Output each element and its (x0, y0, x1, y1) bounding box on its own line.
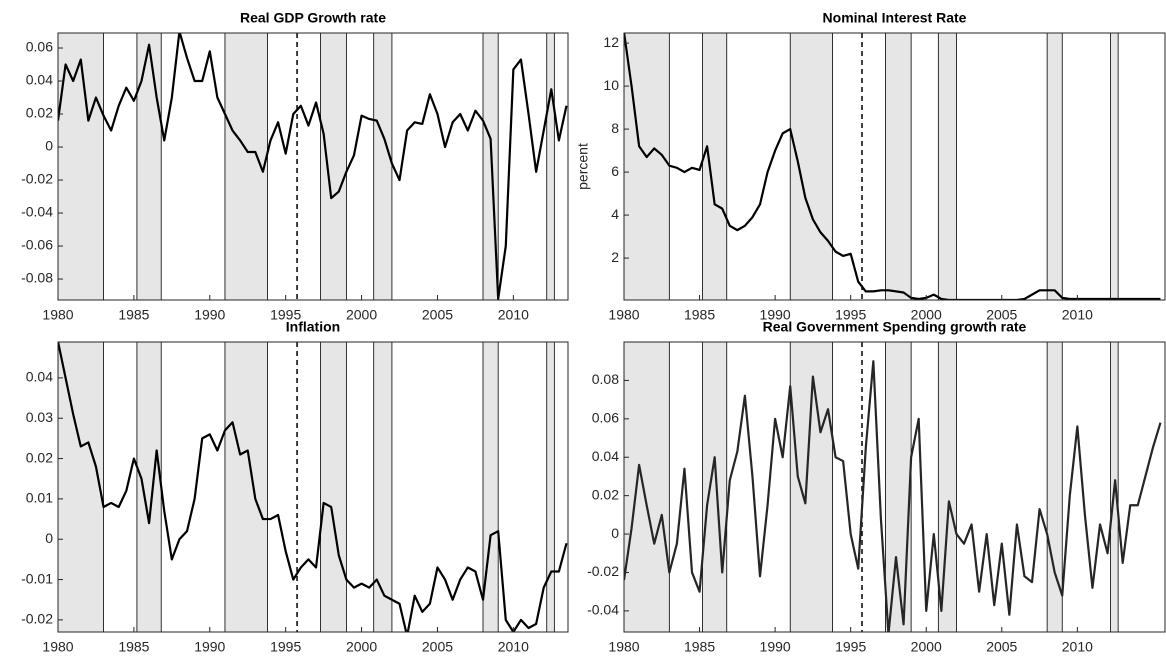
y-tick-label: 0.02 (26, 105, 53, 121)
y-tick-label: 8 (611, 120, 619, 136)
x-tick-label: 2005 (422, 639, 453, 655)
shaded-period (885, 342, 912, 632)
y-tick-label: 0.06 (592, 410, 619, 426)
shaded-period (58, 33, 104, 300)
y-tick-label: 12 (603, 34, 619, 50)
y-axis-label: percent (575, 143, 591, 190)
y-tick-label: -0.08 (21, 270, 53, 286)
x-tick-label: 1995 (270, 639, 301, 655)
x-tick-label: 2010 (1062, 307, 1093, 323)
x-tick-label: 1990 (194, 639, 225, 655)
x-tick-label: 1995 (835, 307, 866, 323)
shaded-period (937, 342, 957, 632)
panel: -0.04 -0.02 0 0.02 0.04 0.06 0.08 1980 1985 1990 1… (587, 319, 1166, 655)
x-tick-label: 1985 (684, 639, 715, 655)
chart-title: Inflation (286, 319, 340, 335)
y-tick-label: 0.01 (26, 490, 53, 506)
x-tick-label: 2005 (986, 307, 1017, 323)
shaded-period (224, 342, 268, 632)
axes-box (623, 32, 1166, 301)
y-tick-label: -0.01 (21, 570, 53, 586)
y-tick-label: 0.02 (26, 449, 53, 465)
panel: 2 4 6 8 10 12 1980 1985 1990 1995 2000 2005 2010 Nomi… (575, 10, 1166, 323)
shaded-period (1046, 342, 1063, 632)
chart-title: Real GDP Growth rate (240, 10, 386, 26)
y-tick-label: -0.02 (21, 171, 53, 187)
shaded-period (624, 33, 670, 300)
y-tick-label: 0 (611, 525, 619, 541)
axes-box (57, 341, 569, 633)
data-line (624, 33, 1161, 300)
shaded-period (702, 33, 728, 300)
shaded-period (320, 342, 347, 632)
y-tick-label: -0.02 (21, 611, 53, 627)
x-tick-label: 1990 (760, 639, 791, 655)
x-tick-label: 1980 (608, 307, 639, 323)
x-tick-label: 2000 (911, 639, 942, 655)
shaded-period (136, 33, 162, 300)
x-tick-label: 1995 (270, 307, 301, 323)
y-tick-label: 6 (611, 163, 619, 179)
panel: -0.08 -0.06 -0.04 -0.02 0 0.02 0.04 0.06 1980 198… (21, 10, 569, 323)
y-tick-label: -0.02 (587, 563, 619, 579)
shaded-period (546, 33, 555, 300)
data-line (58, 342, 568, 632)
y-tick-label: -0.04 (587, 602, 619, 618)
x-tick-label: 2005 (422, 307, 453, 323)
shaded-period (136, 342, 162, 632)
x-tick-label: 2010 (1062, 639, 1093, 655)
x-tick-label: 1985 (118, 307, 149, 323)
y-tick-label: 0.04 (26, 72, 53, 88)
panel: -0.02 -0.01 0 0.01 0.02 0.03 0.04 1980 1985 1990 1… (21, 319, 569, 655)
shaded-period (58, 342, 104, 632)
axes-box (623, 341, 1166, 633)
x-tick-label: 1980 (608, 639, 639, 655)
x-tick-label: 2000 (911, 307, 942, 323)
y-tick-label: 10 (603, 77, 619, 93)
x-tick-label: 2000 (346, 307, 377, 323)
shaded-period (373, 342, 393, 632)
shaded-period (1110, 33, 1119, 300)
y-tick-label: 0.04 (26, 369, 53, 385)
x-tick-label: 1990 (760, 307, 791, 323)
shaded-period (373, 33, 393, 300)
shaded-period (702, 342, 728, 632)
shaded-period (937, 33, 957, 300)
data-line (58, 33, 568, 300)
x-tick-label: 2000 (346, 639, 377, 655)
y-tick-label: 4 (611, 206, 619, 222)
x-tick-label: 1985 (118, 639, 149, 655)
shaded-period (885, 33, 912, 300)
chart-title: Real Government Spending growth rate (763, 319, 1027, 335)
shaded-period (789, 33, 833, 300)
y-tick-label: 0.08 (592, 371, 619, 387)
y-tick-label: 0.06 (26, 39, 53, 55)
y-tick-label: 0 (45, 138, 53, 154)
x-tick-label: 1995 (835, 639, 866, 655)
x-tick-label: 1980 (42, 307, 73, 323)
y-tick-label: -0.06 (21, 237, 53, 253)
x-tick-label: 1990 (194, 307, 225, 323)
shaded-period (320, 33, 347, 300)
shaded-period (1046, 33, 1063, 300)
x-tick-label: 2010 (498, 639, 529, 655)
shaded-period (546, 342, 555, 632)
shaded-period (624, 342, 670, 632)
axes-box (57, 32, 569, 301)
x-tick-label: 1980 (42, 639, 73, 655)
y-tick-label: 0.03 (26, 409, 53, 425)
y-tick-label: 0 (45, 530, 53, 546)
x-tick-label: 1985 (684, 307, 715, 323)
y-tick-label: 0.02 (592, 486, 619, 502)
data-line (624, 360, 1162, 632)
y-tick-label: -0.04 (21, 204, 53, 220)
x-tick-label: 2005 (986, 639, 1017, 655)
y-tick-label: 2 (611, 249, 619, 265)
x-tick-label: 2010 (498, 307, 529, 323)
y-tick-label: 0.04 (592, 448, 619, 464)
chart-title: Nominal Interest Rate (823, 10, 967, 26)
